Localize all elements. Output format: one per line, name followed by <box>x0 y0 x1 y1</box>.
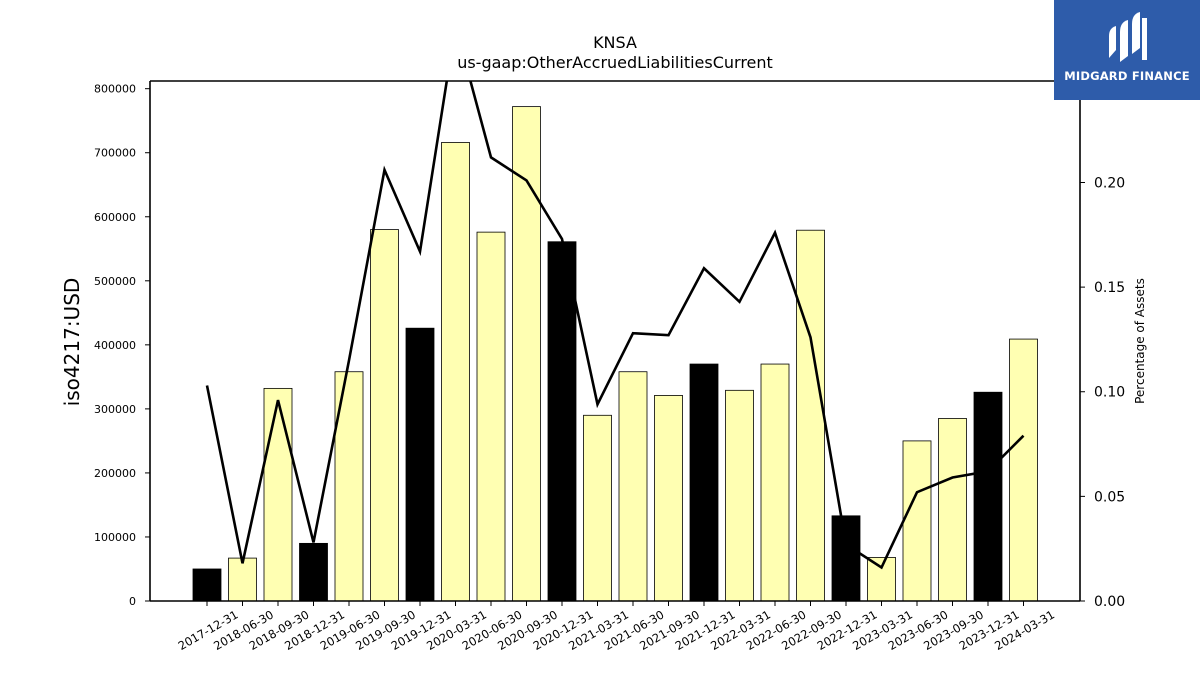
y-tick-label: 400000 <box>94 339 136 352</box>
bar <box>370 229 399 602</box>
bar <box>902 440 932 602</box>
bar <box>760 363 790 602</box>
bar <box>441 142 470 602</box>
y-tick-label: 0 <box>129 595 136 608</box>
y-tick-label: 100000 <box>94 531 136 544</box>
y-axis-label: iso4217:USD <box>60 278 84 407</box>
y2-tick-label: 0.15 <box>1094 280 1125 296</box>
y2-axis-label: Percentage of Assets <box>1133 278 1147 404</box>
y2-tick-label: 0.20 <box>1094 175 1125 191</box>
bar <box>973 391 1003 602</box>
y-tick-label: 500000 <box>94 275 136 288</box>
bar <box>228 557 257 602</box>
bar <box>547 241 577 602</box>
plot-area: 0 100000 200000 300000 400000 500000 600000 700… <box>94 80 1125 653</box>
bar <box>831 515 861 602</box>
bar <box>583 414 612 602</box>
y-tick-label: 600000 <box>94 211 136 224</box>
logo-text: MIDGARD FINANCE <box>1064 69 1190 83</box>
bar <box>689 363 719 602</box>
y2-tick-label: 0.10 <box>1094 385 1125 401</box>
bar <box>867 557 896 602</box>
bar <box>512 106 541 602</box>
bar <box>476 231 506 602</box>
percentage-line <box>205 81 1025 570</box>
chart-subtitle: us-gaap:OtherAccruedLiabilitiesCurrent <box>457 53 773 72</box>
y-tick-label: 300000 <box>94 403 136 416</box>
bar <box>299 542 328 602</box>
y2-tick-label: 0.05 <box>1094 489 1125 505</box>
y-tick-label: 200000 <box>94 467 136 480</box>
bar <box>405 327 435 602</box>
bar <box>192 568 222 602</box>
bar <box>263 387 293 602</box>
bar <box>654 395 683 602</box>
y-tick-label: 700000 <box>94 147 136 160</box>
midgard-finance-logo: MIDGARD FINANCE <box>1054 0 1200 100</box>
y-tick-label: 800000 <box>94 83 136 96</box>
chart-title: KNSA <box>593 33 637 52</box>
bar <box>725 389 754 602</box>
bar <box>938 418 967 602</box>
bar <box>618 371 648 602</box>
midgard-logo-mark-icon <box>1109 12 1147 62</box>
bar <box>1009 338 1038 602</box>
y2-tick-label: 0.00 <box>1094 594 1125 610</box>
bar <box>796 229 825 602</box>
